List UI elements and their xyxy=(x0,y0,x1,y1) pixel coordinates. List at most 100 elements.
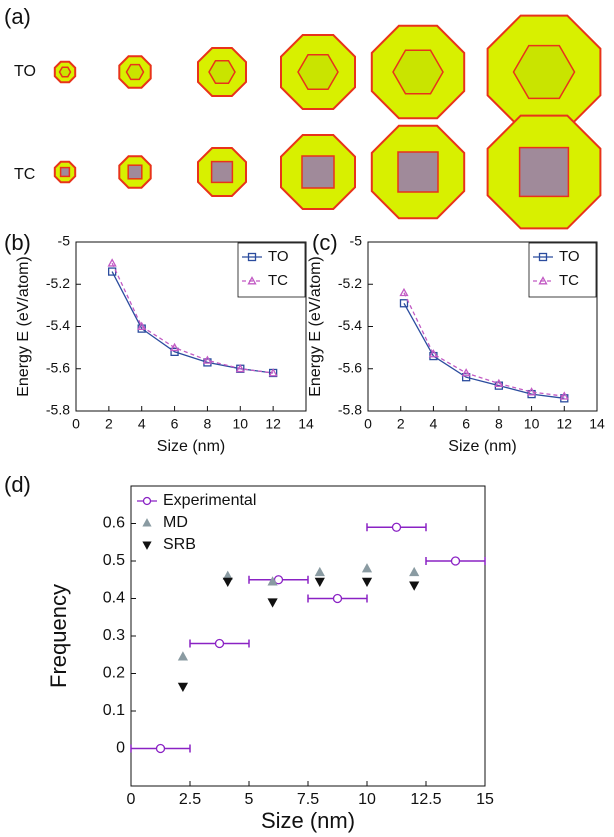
x-tick-label: 15 xyxy=(476,791,494,808)
panel-label: (c) xyxy=(312,230,338,255)
data-point xyxy=(222,577,233,587)
particle-face xyxy=(58,66,72,78)
data-point xyxy=(202,355,213,364)
panel-label: (d) xyxy=(4,472,31,497)
series-line xyxy=(403,292,565,397)
y-tick-label: -5.6 xyxy=(338,359,362,375)
particle-face-square xyxy=(127,164,143,180)
x-tick-label: 10 xyxy=(232,416,248,432)
data-point xyxy=(314,577,325,587)
legend-label: Experimental xyxy=(163,492,256,509)
y-tick-label: 0.4 xyxy=(103,590,125,607)
legend-marker xyxy=(142,496,152,506)
data-point xyxy=(155,743,166,754)
row-label: TO xyxy=(14,63,36,80)
legend-label: MD xyxy=(163,514,188,531)
x-tick-label: 2.5 xyxy=(179,791,201,808)
data-point xyxy=(409,566,420,577)
y-tick-label: -5.4 xyxy=(338,317,362,333)
legend-marker xyxy=(538,252,548,262)
data-point xyxy=(409,581,420,591)
legend-label: TC xyxy=(268,272,288,289)
legend-box xyxy=(528,242,597,298)
legend-label: TC xyxy=(559,272,579,289)
particle-face-square xyxy=(301,155,335,189)
x-axis-label: Size (nm) xyxy=(261,808,355,833)
x-tick-label: 12 xyxy=(265,416,281,432)
data-point xyxy=(332,593,343,604)
data-point xyxy=(391,522,402,532)
data-point xyxy=(177,682,189,692)
particle-face xyxy=(392,49,444,95)
y-tick-label: -5.6 xyxy=(46,359,70,375)
y-tick-label: 0.1 xyxy=(103,702,125,719)
x-tick-label: 2 xyxy=(105,416,113,432)
x-tick-label: 6 xyxy=(462,416,470,432)
particle-face-square xyxy=(59,166,71,178)
x-tick-label: 7.5 xyxy=(297,791,319,808)
x-tick-label: 0 xyxy=(72,416,80,432)
legend-marker xyxy=(247,276,257,285)
row-label: TC xyxy=(14,166,35,183)
x-tick-label: 8 xyxy=(204,416,212,432)
panel-label: (b) xyxy=(4,230,31,255)
legend-marker xyxy=(142,518,152,527)
x-tick-label: 0 xyxy=(127,791,136,808)
particle-face xyxy=(297,53,339,91)
data-point xyxy=(526,387,537,396)
data-point xyxy=(559,391,569,400)
data-point xyxy=(268,368,278,377)
x-tick-label: 4 xyxy=(430,416,438,432)
data-point xyxy=(107,258,117,267)
legend-box xyxy=(237,242,306,298)
legend-label: TO xyxy=(559,248,580,265)
data-point xyxy=(235,363,245,373)
particle-face xyxy=(208,59,236,85)
y-tick-label: -5.4 xyxy=(46,317,70,333)
data-point xyxy=(214,638,225,649)
x-tick-label: 8 xyxy=(495,416,503,432)
y-tick-label: -5.8 xyxy=(46,402,70,418)
data-point xyxy=(177,651,189,661)
particle-face-square xyxy=(210,160,234,184)
particle-face-square xyxy=(397,151,439,193)
particle-face xyxy=(125,63,145,81)
data-point xyxy=(399,287,409,297)
y-tick-label: -5 xyxy=(350,233,363,249)
data-point xyxy=(361,577,373,587)
x-tick-label: 10 xyxy=(524,416,540,432)
data-point xyxy=(461,368,471,377)
legend-label: SRB xyxy=(163,536,196,553)
x-tick-label: 10 xyxy=(358,791,376,808)
series-line xyxy=(111,262,274,374)
particle-face-square xyxy=(518,146,570,198)
data-point xyxy=(461,373,471,382)
y-tick-label: -5 xyxy=(58,233,71,249)
x-tick-label: 14 xyxy=(298,416,314,432)
x-axis-label: Size (nm) xyxy=(448,438,516,455)
x-tick-label: 12 xyxy=(556,416,572,432)
y-tick-label: 0.2 xyxy=(103,665,125,682)
data-point xyxy=(450,556,461,566)
data-point xyxy=(137,321,147,330)
y-tick-label: 0 xyxy=(116,740,125,757)
legend-marker xyxy=(538,276,548,285)
data-point xyxy=(170,347,179,357)
legend-marker xyxy=(247,252,257,262)
series-line xyxy=(403,302,565,399)
x-tick-label: 2 xyxy=(397,416,405,432)
y-tick-label: 0.3 xyxy=(103,627,125,644)
y-tick-label: -5.2 xyxy=(46,275,70,291)
y-axis-label: Energy E (eV/atom) xyxy=(15,256,32,397)
x-axis-label: Size (nm) xyxy=(157,438,225,455)
x-tick-label: 12.5 xyxy=(410,791,441,808)
data-point xyxy=(399,299,409,308)
data-point xyxy=(428,349,439,358)
x-tick-label: 0 xyxy=(364,416,372,432)
data-point xyxy=(107,267,117,276)
y-tick-label: 0.5 xyxy=(103,552,125,569)
y-tick-label: 0.6 xyxy=(103,515,125,532)
x-tick-label: 4 xyxy=(138,416,146,432)
